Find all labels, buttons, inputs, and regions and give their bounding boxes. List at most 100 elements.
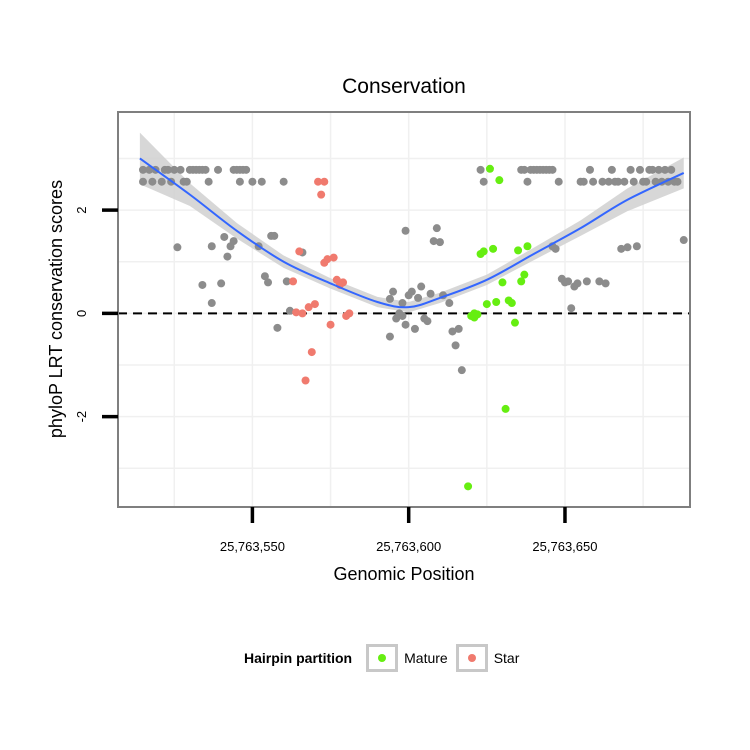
other-point-118: [648, 165, 657, 174]
star-point-4: [301, 376, 310, 385]
other-point-98: [582, 277, 591, 286]
legend-label-mature: Mature: [404, 650, 448, 666]
other-point-86: [548, 165, 557, 174]
other-point-35: [242, 165, 251, 174]
other-point-53: [398, 311, 407, 320]
other-point-63: [423, 317, 432, 326]
other-point-49: [385, 294, 394, 303]
x-tick-label-1: 25,763,600: [376, 539, 441, 554]
other-point-67: [435, 238, 444, 247]
other-point-46: [285, 306, 294, 315]
other-point-39: [260, 272, 269, 281]
other-point-42: [270, 231, 279, 240]
mature-point-16: [510, 318, 519, 327]
other-point-32: [235, 177, 244, 186]
other-point-50: [389, 287, 398, 296]
other-point-107: [614, 177, 623, 186]
legend-title: Hairpin partition: [244, 650, 353, 666]
other-point-40: [264, 278, 273, 287]
axes: 25,763,550 25,763,600 25,763,650 -2 0 2: [74, 206, 598, 554]
star-point-3: [298, 309, 307, 318]
other-point-108: [617, 244, 626, 253]
other-point-116: [642, 177, 651, 186]
other-point-59: [410, 324, 419, 333]
other-point-0: [139, 177, 148, 186]
other-point-60: [414, 293, 423, 302]
other-point-3: [148, 177, 157, 186]
other-point-20: [201, 165, 210, 174]
other-point-109: [620, 177, 629, 186]
star-point-7: [310, 300, 319, 309]
other-point-9: [170, 165, 179, 174]
other-point-103: [601, 279, 610, 288]
other-point-18: [198, 280, 207, 289]
star-point-14: [329, 253, 338, 262]
star-point-13: [326, 320, 335, 329]
y-tick-label-0: -2: [74, 411, 89, 423]
other-point-44: [279, 177, 288, 186]
other-point-7: [164, 165, 173, 174]
other-point-70: [448, 327, 457, 336]
mature-point-11: [495, 176, 504, 185]
legend: Hairpin partition Mature Star: [244, 642, 527, 674]
other-point-64: [426, 289, 435, 298]
mature-dot-icon: [378, 654, 387, 662]
x-axis-title: Genomic Position: [333, 564, 474, 584]
other-point-56: [401, 226, 410, 235]
other-point-61: [417, 282, 426, 291]
star-point-12: [323, 255, 332, 264]
other-point-102: [598, 177, 607, 186]
other-point-74: [476, 165, 485, 174]
other-point-127: [679, 236, 688, 245]
x-tick-label-0: 25,763,550: [220, 539, 285, 554]
other-point-89: [554, 177, 563, 186]
other-point-1: [139, 165, 148, 174]
y-tick-label-1: 0: [74, 310, 89, 317]
other-point-66: [432, 224, 441, 233]
other-point-5: [157, 177, 166, 186]
x-tick-label-2: 25,763,650: [532, 539, 597, 554]
mature-point-17: [514, 246, 523, 255]
star-dot-icon: [467, 654, 476, 662]
star-point-11: [320, 177, 329, 186]
chart-title: Conservation: [342, 75, 466, 98]
other-point-120: [654, 165, 663, 174]
loess-fit-line: [139, 157, 685, 309]
other-point-11: [176, 165, 185, 174]
star-point-9: [317, 190, 326, 199]
panel-border: [117, 111, 691, 508]
other-point-92: [564, 277, 573, 286]
other-point-71: [451, 341, 460, 350]
star-point-2: [295, 247, 304, 256]
other-point-54: [398, 299, 407, 308]
other-point-95: [573, 279, 582, 288]
other-point-101: [595, 277, 604, 286]
other-point-43: [273, 323, 282, 332]
other-point-72: [454, 324, 463, 333]
other-point-13: [182, 177, 191, 186]
other-point-21: [204, 177, 213, 186]
other-point-27: [223, 252, 232, 261]
other-point-73: [457, 366, 466, 375]
mature-point-13: [501, 404, 510, 413]
mature-point-7: [482, 300, 491, 309]
mature-point-18: [517, 277, 526, 286]
mature-point-6: [479, 247, 488, 256]
star-point-17: [339, 278, 348, 287]
mature-point-0: [464, 482, 473, 491]
other-point-110: [623, 243, 632, 252]
mature-point-10: [492, 298, 501, 307]
mature-point-8: [485, 164, 494, 173]
other-point-58: [407, 287, 416, 296]
other-point-23: [207, 242, 216, 251]
other-point-113: [632, 242, 641, 251]
other-point-29: [229, 237, 238, 246]
other-point-104: [604, 177, 613, 186]
other-point-45: [282, 277, 291, 286]
other-point-99: [585, 165, 594, 174]
other-point-24: [214, 165, 223, 174]
other-point-65: [429, 237, 438, 246]
star-point-19: [345, 309, 354, 318]
other-point-88: [551, 244, 560, 253]
other-point-48: [385, 332, 394, 341]
